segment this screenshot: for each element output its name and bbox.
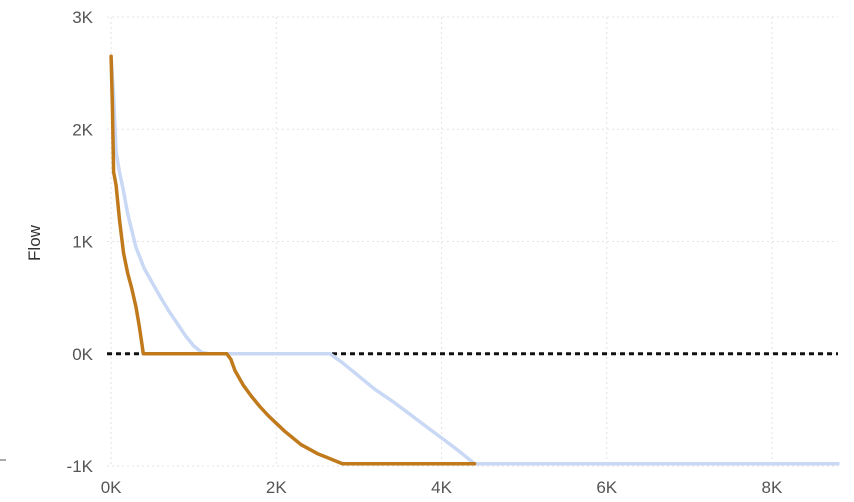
tick-labels: -1K 0K 1K 2K 3K 0K 2K 4K 6K 8K — [67, 8, 783, 497]
x-tick-label: 8K — [762, 478, 783, 497]
grid-lines — [107, 16, 838, 467]
x-tick-label: 0K — [101, 478, 122, 497]
y-tick-label: 0K — [72, 345, 93, 364]
y-tick-label: 2K — [72, 120, 93, 139]
series-line-1 — [109, 54, 840, 466]
y-tick-label: 3K — [72, 8, 93, 27]
x-tick-label: 2K — [266, 478, 287, 497]
series-line-2 — [109, 54, 477, 466]
x-tick-label: 4K — [431, 478, 452, 497]
y-tick-label: -1K — [67, 457, 94, 476]
series-lines — [109, 54, 840, 466]
y-axis-label: Flow — [25, 224, 44, 261]
y-tick-label: 1K — [72, 233, 93, 252]
x-tick-label: 6K — [596, 478, 617, 497]
